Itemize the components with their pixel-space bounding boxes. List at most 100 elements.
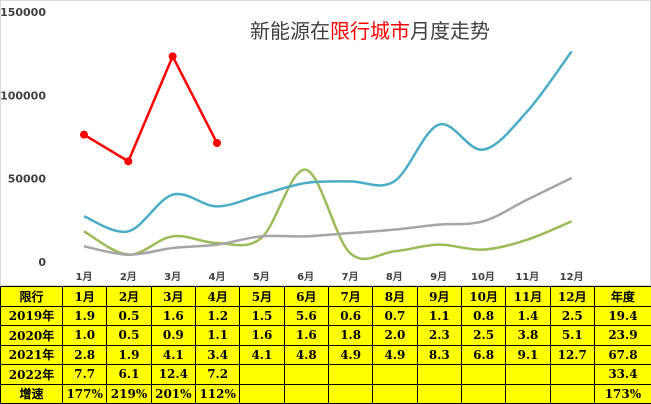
table-cell (239, 383, 285, 404)
table-cell: 1.6 (239, 325, 285, 346)
table-cell: 6.1 (106, 364, 152, 385)
table-cell (505, 364, 551, 385)
chart-frame (0, 0, 651, 286)
table-cell (460, 364, 507, 385)
table-cell: 7.7 (61, 364, 108, 385)
x-tick-label: 2月 (120, 271, 137, 283)
table-cell: 0.9 (150, 325, 196, 346)
table-cell: 4.8 (283, 344, 329, 365)
table-cell: 5.6 (283, 305, 329, 326)
table-cell (372, 383, 418, 404)
table-cell: 1.0 (61, 325, 108, 346)
table-cell: 2020年 (0, 325, 63, 346)
table-cell: 4月 (194, 286, 241, 307)
table-cell: 33.4 (593, 364, 651, 385)
table-row: 2021年 2.8 1.9 4.1 3.4 4.1 4.8 4.9 4.9 8.3 6.8 9.1 12… (0, 344, 651, 365)
table-cell: 5月 (239, 286, 285, 307)
x-tick-label: 10月 (471, 271, 495, 283)
table-cell: 2月 (106, 286, 152, 307)
table-cell: 12.7 (549, 344, 595, 365)
series-line (83, 176, 573, 256)
table-cell: 67.8 (593, 344, 651, 365)
table-cell (416, 383, 462, 404)
table-cell: 0.5 (106, 305, 152, 326)
table-row: 限行 1月 2月 3月 4月 5月 6月 7月 8月 9月 10月 11月 12月 年度 (0, 286, 651, 307)
table-cell: 2.3 (416, 325, 462, 346)
table-row: 2020年 1.0 0.5 0.9 1.1 1.6 1.6 1.8 2.0 2.3 2.5 3.8 5.… (0, 325, 651, 346)
table-cell: 1.8 (327, 325, 374, 346)
table-cell: 6月 (283, 286, 329, 307)
table-cell: 23.9 (593, 325, 651, 346)
table-cell: 7.2 (194, 364, 241, 385)
table-cell: 1.6 (283, 325, 329, 346)
table-cell: 12月 (549, 286, 595, 307)
table-cell: 4.9 (372, 344, 418, 365)
table-cell: 1.1 (194, 325, 241, 346)
title-part: 限行城市 (330, 19, 410, 43)
table-cell: 1.5 (239, 305, 285, 326)
x-tick-label: 1月 (76, 271, 93, 283)
table-cell: 限行 (0, 286, 63, 307)
table-cell: 5.1 (549, 325, 595, 346)
table-cell: 12.4 (150, 364, 196, 385)
table-cell: 0.5 (106, 325, 152, 346)
table-cell: 1.2 (194, 305, 241, 326)
x-tick-label: 9月 (430, 271, 447, 283)
table-cell: 11月 (505, 286, 551, 307)
table-cell: 6.8 (460, 344, 507, 365)
series-line (83, 53, 219, 164)
y-tick-label: 150000 (0, 6, 46, 19)
x-tick-label: 6月 (297, 271, 314, 283)
series-line (83, 50, 573, 234)
x-tick-label: 8月 (386, 271, 403, 283)
x-tick-label: 4月 (209, 271, 226, 283)
x-tick-label: 7月 (341, 271, 358, 283)
point (80, 130, 88, 139)
chart: 新能源在限行城市月度走势 0 50000 100000 150000 1月 2月 3月 4月 5… (0, 0, 651, 286)
table-row: 2022年 7.7 6.1 12.4 7.2 33.4 (0, 364, 651, 385)
table-cell: 7月 (327, 286, 374, 307)
table-cell (239, 364, 285, 385)
table-cell: 3.4 (194, 344, 241, 365)
table-cell: 2.5 (549, 305, 595, 326)
x-tick-label: 11月 (515, 271, 539, 283)
table-cell: 1月 (61, 286, 108, 307)
table-cell: 3月 (150, 286, 196, 307)
point (212, 139, 221, 147)
table-cell: 2.8 (61, 344, 108, 365)
table-cell (416, 364, 462, 385)
table-cell: 201% (150, 383, 196, 404)
table-cell: 增速 (0, 383, 63, 404)
y-tick-label: 100000 (0, 89, 46, 102)
table-cell: 1.9 (106, 344, 152, 365)
table-cell: 4.1 (150, 344, 196, 365)
table-cell: 2.0 (372, 325, 418, 346)
table-cell: 1.4 (505, 305, 551, 326)
table-cell: 0.8 (460, 305, 507, 326)
table-cell: 10月 (460, 286, 507, 307)
point (168, 52, 177, 61)
table-cell: 112% (194, 383, 241, 404)
table-cell: 1.6 (150, 305, 196, 326)
table-cell: 173% (593, 383, 651, 404)
table-cell: 219% (106, 383, 152, 404)
table-cell: 9.1 (505, 344, 551, 365)
table-cell: 2021年 (0, 344, 63, 365)
table-cell: 0.7 (372, 305, 418, 326)
table-row: 2019年 1.9 0.5 1.6 1.2 1.5 5.6 0.6 0.7 1.1 0.8 1.4 2.… (0, 305, 651, 326)
data-table: 限行 1月 2月 3月 4月 5月 6月 7月 8月 9月 10月 11月 12月 年度 2019年 1.9 0… (0, 286, 651, 404)
table-row: 增速 177% 219% 201% 112% 173% (0, 383, 651, 404)
series-line (83, 168, 573, 261)
table-cell: 1.9 (61, 305, 108, 326)
table-cell: 年度 (593, 286, 651, 307)
table-cell (549, 383, 595, 404)
table-cell: 4.9 (327, 344, 374, 365)
point (124, 157, 133, 166)
table-cell: 0.6 (327, 305, 374, 326)
table-cell (460, 383, 507, 404)
chart-title: 新能源在限行城市月度走势 (250, 19, 490, 43)
table-cell (283, 383, 329, 404)
table-cell: 2.5 (460, 325, 507, 346)
x-tick-label: 3月 (164, 271, 181, 283)
